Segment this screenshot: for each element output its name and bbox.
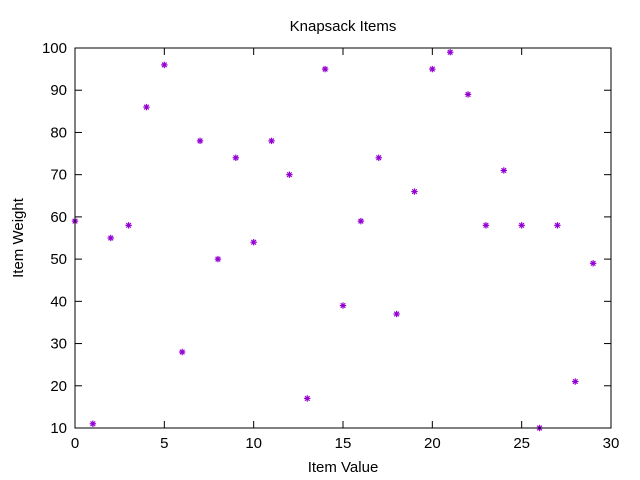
data-point: [125, 222, 132, 229]
tick-labels: 0 5 10 15 20 25 30 10 20 30 40 50 60 70 80 90 100: [42, 40, 619, 452]
data-point: [393, 310, 400, 318]
data-points: [71, 49, 597, 432]
data-point: [464, 91, 472, 98]
data-point: [447, 49, 454, 56]
data-point: [250, 239, 257, 246]
data-point: [286, 171, 293, 178]
data-point: [339, 302, 347, 309]
data-point: [411, 188, 418, 195]
data-point: [196, 137, 204, 145]
y-tick-label: 30: [50, 336, 67, 353]
y-tick-label: 60: [50, 209, 67, 226]
data-point: [375, 154, 382, 161]
y-tick-label: 70: [50, 167, 67, 184]
data-point: [482, 222, 490, 229]
x-axis-title: Item Value: [308, 459, 379, 476]
x-tick-label: 30: [603, 435, 620, 452]
y-tick-label: 20: [50, 378, 67, 395]
x-tick-label: 15: [335, 435, 352, 452]
data-point: [214, 255, 222, 263]
x-tick-label: 10: [245, 435, 262, 452]
data-point: [161, 61, 168, 69]
data-point: [554, 222, 561, 229]
x-tick-label: 0: [71, 435, 79, 452]
x-tick-label: 5: [160, 435, 168, 452]
data-point: [429, 65, 436, 73]
x-tick-label: 20: [424, 435, 441, 452]
y-tick-label: 100: [42, 40, 67, 57]
y-tick-label: 40: [50, 293, 67, 310]
chart-title: Knapsack Items: [290, 18, 397, 35]
data-point: [232, 154, 239, 161]
data-point: [89, 420, 97, 427]
data-point: [500, 167, 507, 174]
data-point: [143, 103, 150, 111]
data-point: [107, 234, 114, 242]
data-point: [518, 222, 525, 229]
y-tick-label: 90: [50, 82, 67, 99]
data-point: [179, 348, 186, 356]
y-tick-label: 80: [50, 124, 67, 141]
data-point: [321, 65, 329, 73]
y-axis-title: Item Weight: [10, 197, 27, 278]
data-point: [304, 395, 311, 402]
x-tick-label: 25: [513, 435, 530, 452]
data-point: [357, 217, 365, 225]
axis-ticks: [74, 47, 612, 429]
plot-frame: [74, 47, 612, 429]
y-tick-label: 10: [50, 420, 67, 437]
data-point: [589, 260, 597, 267]
data-point: [268, 137, 275, 145]
data-point: [572, 378, 579, 385]
y-tick-label: 50: [50, 251, 67, 268]
